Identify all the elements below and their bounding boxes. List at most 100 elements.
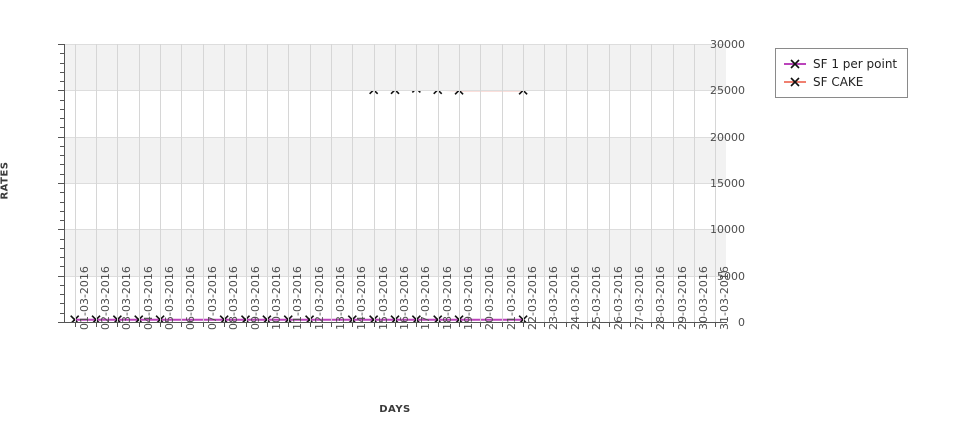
y-tick-major <box>58 322 64 323</box>
data-point-marker <box>262 315 272 322</box>
y-tick-minor <box>60 72 64 73</box>
gridline-vertical <box>203 44 204 322</box>
gridline-vertical <box>117 44 118 322</box>
y-tick-major <box>58 276 64 277</box>
y-tick-minor <box>60 127 64 128</box>
y-tick-minor <box>60 202 64 203</box>
x-tick-label: 24-03-2016 <box>569 266 582 330</box>
y-tick-minor <box>60 239 64 240</box>
x-tick-label: 23-03-2016 <box>547 266 560 330</box>
y-axis-title: RATES <box>0 161 11 200</box>
y-tick-minor <box>60 211 64 212</box>
y-tick-minor <box>60 63 64 64</box>
data-point-marker <box>134 315 144 322</box>
legend-item[interactable]: SF 1 per point <box>784 55 897 73</box>
x-tick <box>523 322 524 327</box>
x-tick <box>288 322 289 327</box>
x-tick-label: 22-03-2016 <box>526 266 539 330</box>
x-tick <box>416 322 417 327</box>
x-tick <box>310 322 311 327</box>
y-tick-minor <box>60 303 64 304</box>
x-tick-label: 09-03-2016 <box>249 266 262 330</box>
legend-swatch-icon <box>784 75 806 89</box>
gridline-vertical <box>310 44 311 322</box>
x-tick <box>267 322 268 327</box>
y-tick-label: 20000 <box>710 131 745 144</box>
x-tick <box>438 322 439 327</box>
y-tick-minor <box>60 266 64 267</box>
gridline-vertical <box>267 44 268 322</box>
x-tick <box>246 322 247 327</box>
y-tick-minor <box>60 285 64 286</box>
y-tick-minor <box>60 81 64 82</box>
gridline-vertical <box>395 44 396 322</box>
y-tick-minor <box>60 146 64 147</box>
y-tick-label: 10000 <box>710 223 745 236</box>
gridline-vertical <box>609 44 610 322</box>
legend-label: SF 1 per point <box>813 57 898 71</box>
x-tick-label: 03-03-2016 <box>120 266 133 330</box>
x-tick-label: 12-03-2016 <box>313 266 326 330</box>
y-tick-major <box>58 229 64 230</box>
x-tick <box>502 322 503 327</box>
y-tick-minor <box>60 109 64 110</box>
gridline-vertical <box>181 44 182 322</box>
legend-item[interactable]: SF CAKE <box>784 73 897 91</box>
x-tick-label: 15-03-2016 <box>377 266 390 330</box>
y-tick-label: 5000 <box>717 270 745 283</box>
y-tick-label: 25000 <box>710 84 745 97</box>
legend-label: SF CAKE <box>813 75 864 89</box>
x-tick-label: 31-03-2016 <box>718 266 731 330</box>
x-tick <box>566 322 567 327</box>
x-tick-label: 02-03-2016 <box>99 266 112 330</box>
x-tick-label: 17-03-2016 <box>419 266 432 330</box>
gridline-vertical <box>459 44 460 322</box>
x-tick-label: 06-03-2016 <box>184 266 197 330</box>
x-tick <box>203 322 204 327</box>
y-tick-minor <box>60 53 64 54</box>
data-point-marker <box>70 315 80 322</box>
gridline-vertical <box>715 44 716 322</box>
y-tick-minor <box>60 100 64 101</box>
y-tick-major <box>58 137 64 138</box>
gridline-vertical <box>673 44 674 322</box>
gridline-vertical <box>416 44 417 322</box>
x-tick <box>75 322 76 327</box>
gridline-vertical <box>246 44 247 322</box>
gridline-vertical <box>96 44 97 322</box>
x-tick <box>587 322 588 327</box>
y-tick-major <box>58 183 64 184</box>
x-tick <box>96 322 97 327</box>
y-tick-minor <box>60 164 64 165</box>
x-tick-label: 08-03-2016 <box>227 266 240 330</box>
x-tick <box>609 322 610 327</box>
gridline-vertical <box>544 44 545 322</box>
x-tick <box>459 322 460 327</box>
y-tick-minor <box>60 192 64 193</box>
x-tick <box>694 322 695 327</box>
x-tick-label: 28-03-2016 <box>654 266 667 330</box>
y-tick-minor <box>60 248 64 249</box>
x-tick-label: 25-03-2016 <box>590 266 603 330</box>
data-point-marker <box>433 315 443 322</box>
y-tick-label: 0 <box>738 316 745 329</box>
gridline-vertical <box>75 44 76 322</box>
x-tick <box>630 322 631 327</box>
x-tick-label: 19-03-2016 <box>462 266 475 330</box>
x-tick <box>352 322 353 327</box>
x-tick-label: 07-03-2016 <box>206 266 219 330</box>
x-tick-label: 29-03-2016 <box>676 266 689 330</box>
x-tick <box>651 322 652 327</box>
y-tick-minor <box>60 155 64 156</box>
gridline-vertical <box>694 44 695 322</box>
gridline-vertical <box>288 44 289 322</box>
x-tick <box>117 322 118 327</box>
x-tick <box>544 322 545 327</box>
y-tick-minor <box>60 313 64 314</box>
gridline-vertical <box>160 44 161 322</box>
x-tick-label: 21-03-2016 <box>505 266 518 330</box>
x-tick <box>181 322 182 327</box>
gridline-vertical <box>480 44 481 322</box>
x-tick-label: 05-03-2016 <box>163 266 176 330</box>
